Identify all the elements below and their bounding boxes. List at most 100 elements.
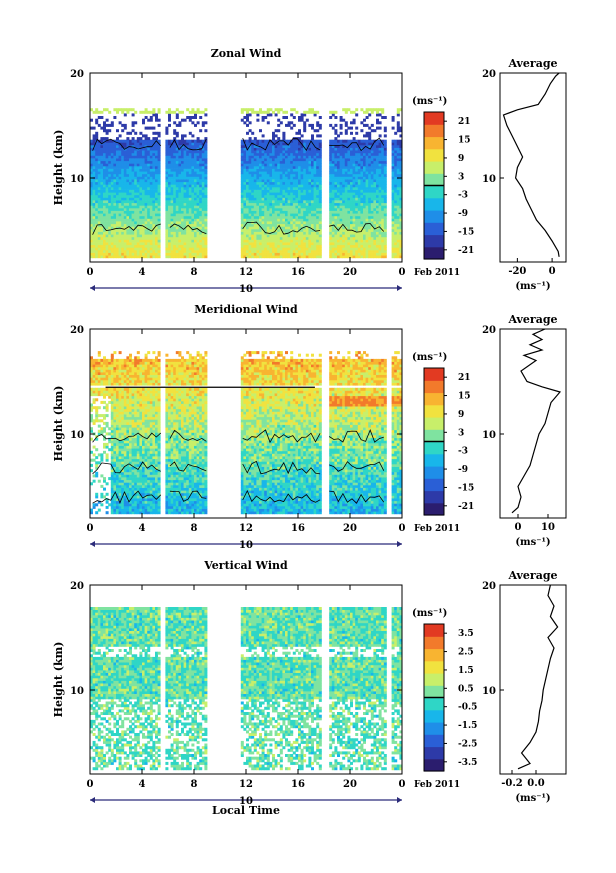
heatmap-cell bbox=[285, 144, 288, 148]
heatmap-cell bbox=[339, 228, 343, 232]
heatmap-cell bbox=[381, 239, 385, 243]
heatmap-cell bbox=[100, 226, 104, 230]
heatmap-cell bbox=[282, 165, 286, 169]
heatmap-cell bbox=[287, 163, 291, 167]
heatmap-cell bbox=[251, 176, 255, 180]
heatmap-cell bbox=[365, 176, 369, 180]
heatmap-cell bbox=[139, 200, 143, 204]
heatmap-cell bbox=[204, 213, 208, 217]
heatmap-cell bbox=[168, 139, 171, 143]
heatmap-cell bbox=[165, 215, 169, 219]
heatmap-cell bbox=[95, 242, 99, 246]
heatmap-cell bbox=[131, 223, 135, 227]
heatmap-cell bbox=[194, 147, 197, 151]
heatmap-cell bbox=[139, 218, 143, 222]
heatmap-cell bbox=[201, 215, 205, 219]
heatmap-cell bbox=[240, 171, 244, 175]
heatmap-cell bbox=[126, 236, 130, 240]
heatmap-cell bbox=[126, 247, 130, 251]
heatmap-cell bbox=[181, 110, 184, 114]
heatmap-cell bbox=[396, 234, 400, 238]
heatmap-cell bbox=[178, 171, 182, 175]
heatmap-cell bbox=[311, 218, 314, 222]
heatmap-cell bbox=[248, 152, 252, 156]
heatmap-cell bbox=[110, 144, 114, 148]
heatmap-cell bbox=[303, 197, 307, 201]
heatmap-cell bbox=[365, 244, 369, 248]
heatmap-cell bbox=[97, 116, 101, 119]
heatmap-cell bbox=[95, 239, 99, 243]
heatmap-cell bbox=[175, 202, 179, 206]
heatmap-cell bbox=[248, 213, 252, 217]
heatmap-cell bbox=[175, 210, 179, 214]
heatmap-cell bbox=[303, 123, 307, 127]
heatmap-cell bbox=[178, 121, 182, 125]
heatmap-cell bbox=[92, 218, 96, 222]
heatmap-cell bbox=[126, 192, 130, 196]
heatmap-cell bbox=[347, 215, 351, 219]
heatmap-cell bbox=[347, 150, 351, 154]
heatmap-cell bbox=[318, 236, 322, 240]
heatmap-cell bbox=[92, 189, 96, 193]
heatmap-cell bbox=[199, 155, 203, 159]
heatmap-cell bbox=[188, 110, 192, 114]
heatmap-cell bbox=[378, 205, 382, 209]
heatmap-cell bbox=[253, 179, 257, 183]
heatmap-cell bbox=[279, 108, 283, 112]
heatmap-cell bbox=[116, 218, 119, 222]
heatmap-cell bbox=[305, 158, 309, 162]
heatmap-cell bbox=[287, 189, 291, 193]
heatmap-cell bbox=[316, 189, 320, 193]
heatmap-cell bbox=[303, 110, 307, 114]
heatmap-cell bbox=[337, 139, 340, 143]
heatmap-cell bbox=[204, 176, 208, 180]
heatmap-cell bbox=[365, 228, 369, 232]
heatmap-cell bbox=[95, 218, 99, 222]
heatmap-cell bbox=[201, 228, 205, 232]
heatmap-cell bbox=[342, 242, 346, 246]
heatmap-cell bbox=[290, 200, 294, 204]
heatmap-cell bbox=[303, 228, 307, 232]
heatmap-cell bbox=[118, 108, 122, 112]
heatmap-cell bbox=[274, 223, 278, 227]
heatmap-cell bbox=[175, 123, 179, 127]
heatmap-cell bbox=[144, 179, 148, 183]
heatmap-cell bbox=[136, 197, 140, 201]
heatmap-cell bbox=[204, 200, 208, 204]
heatmap-cell bbox=[105, 218, 109, 222]
heatmap-cell bbox=[191, 207, 195, 211]
heatmap-cell bbox=[269, 181, 273, 185]
heatmap-cell bbox=[285, 249, 288, 253]
heatmap-cell bbox=[144, 210, 148, 214]
heatmap-cell bbox=[368, 171, 372, 175]
heatmap-cell bbox=[116, 129, 119, 133]
heatmap-cell bbox=[97, 236, 101, 240]
heatmap-cell bbox=[196, 207, 200, 211]
heatmap-cell bbox=[352, 252, 356, 256]
heatmap-cell bbox=[131, 244, 135, 248]
heatmap-cell bbox=[97, 231, 101, 235]
heatmap-cell bbox=[272, 242, 275, 246]
heatmap-cell bbox=[344, 189, 348, 193]
heatmap-cell bbox=[134, 121, 138, 125]
heatmap-cell bbox=[110, 192, 114, 196]
heatmap-cell bbox=[357, 152, 361, 156]
heatmap-cell bbox=[342, 163, 346, 167]
heatmap-cell bbox=[123, 223, 127, 227]
heatmap-cell bbox=[339, 118, 343, 122]
heatmap-cell bbox=[139, 168, 143, 172]
heatmap-cell bbox=[256, 150, 260, 154]
heatmap-cell bbox=[287, 247, 291, 251]
heatmap-cell bbox=[383, 231, 387, 235]
heatmap-cell bbox=[350, 213, 353, 217]
heatmap-cell bbox=[352, 160, 356, 164]
heatmap-cell bbox=[279, 231, 283, 235]
heatmap-cell bbox=[204, 197, 208, 201]
heatmap-cell bbox=[204, 186, 208, 190]
heatmap-cell bbox=[199, 160, 203, 164]
heatmap-cell bbox=[279, 150, 283, 154]
heatmap-cell bbox=[155, 194, 158, 198]
heatmap-cell bbox=[370, 184, 374, 188]
heatmap-cell bbox=[305, 171, 309, 175]
heatmap-cell bbox=[188, 165, 192, 169]
